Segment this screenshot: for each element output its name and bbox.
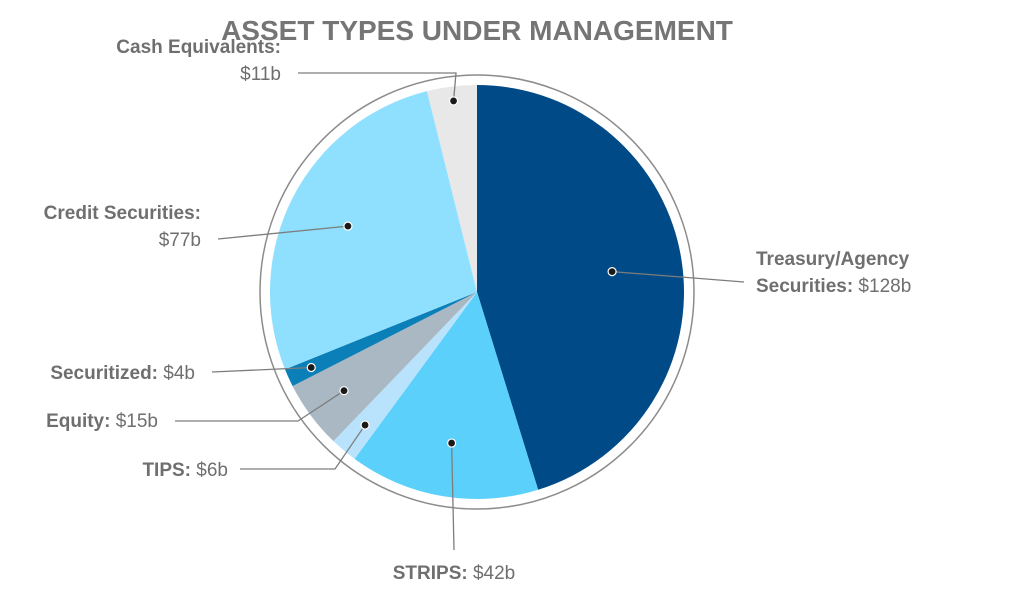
chart-title: ASSET TYPES UNDER MANAGEMENT [221, 15, 733, 46]
slice-name-securitized: Securitized: [50, 363, 158, 384]
slice-name-treasury-agency-securities: Treasury/Agency [756, 249, 910, 270]
slice-name-strips: STRIPS: [393, 563, 468, 584]
slice-value-cash-equivalents: $11b [240, 64, 281, 85]
pie-outer-ring [259, 74, 695, 510]
slice-name-equity: Equity: [46, 411, 110, 432]
slice-value-credit-securities: $77b [159, 230, 201, 251]
slice-value-equity: $15b [110, 411, 158, 432]
pie-slice-cash-equivalents [426, 85, 477, 292]
leader-line-strips [450, 443, 455, 551]
slice-label-strips: STRIPS: $42b [393, 563, 516, 584]
label-dot-credit-securities [343, 221, 353, 231]
slice-labels: Treasury/Agency Securities: $128b STRIPS: … [44, 37, 912, 584]
leader-lines [175, 72, 745, 551]
leader-line-tips [240, 424, 366, 470]
slice-label-treasury-agency-securities: Treasury/Agency Securities: $128b [756, 249, 911, 297]
label-dot-securitized [306, 362, 316, 373]
leader-line-treasury-agency-securities [612, 270, 745, 283]
slice-value-securitized: $4b [158, 363, 195, 384]
pie-slice-tips [333, 292, 477, 459]
slice-label-tips: TIPS: $6b [142, 460, 228, 481]
pie-slice-strips [354, 292, 539, 499]
leader-line-securitized [211, 366, 312, 373]
slice-label-credit-securities: Credit Securities: $77b [44, 203, 201, 251]
slice-value-treasury-agency-securities: $128b [853, 276, 911, 297]
pie-slice-securitized [284, 292, 477, 387]
label-dot-strips [447, 438, 457, 448]
slice-name-treasury-agency-securities: Securities: [756, 276, 853, 297]
slice-label-equity: Equity: $15b [46, 411, 158, 432]
label-dot-tips [360, 420, 370, 430]
pie-slice-credit-securities [270, 91, 477, 370]
slice-name-credit-securities: Credit Securities: [44, 203, 201, 224]
slice-value-strips: $42b [468, 563, 516, 584]
leader-line-equity [175, 390, 345, 422]
slice-value-tips: $6b [191, 460, 228, 481]
slice-name-cash-equivalents: Cash Equivalents: [116, 37, 281, 58]
slice-name-tips: TIPS: [142, 460, 191, 481]
leader-line-credit-securities [217, 225, 348, 240]
label-dot-cash-equivalents [448, 96, 459, 106]
slice-label-cash-equivalents: Cash Equivalents: $11b [116, 37, 281, 85]
pie-slice-equity [292, 292, 477, 442]
label-dot-treasury-agency-securities [607, 267, 617, 277]
slice-label-securitized: Securitized: $4b [50, 363, 195, 384]
label-dot-equity [339, 386, 349, 396]
pie-slices [270, 85, 685, 499]
leader-line-cash-equivalents [298, 72, 457, 101]
pie-slice-treasury-agency-securities [477, 85, 685, 490]
